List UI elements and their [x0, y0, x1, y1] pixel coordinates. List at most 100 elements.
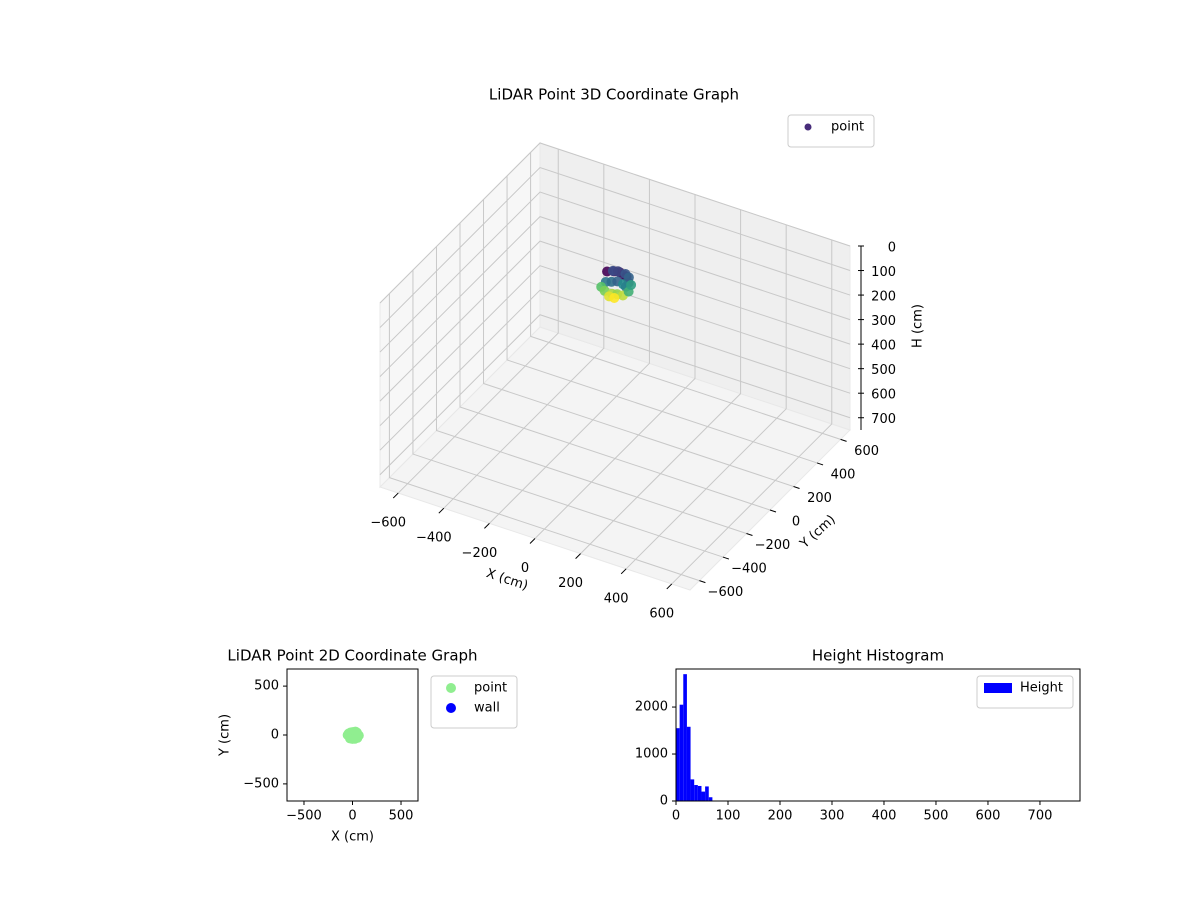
x-tick-label: 400 — [604, 591, 629, 606]
tick-mark — [620, 568, 627, 575]
y-tick-label: 0 — [271, 728, 279, 743]
grid-line — [379, 265, 851, 427]
y-tick-label: 1000 — [635, 747, 668, 762]
chart-title: Height Histogram — [812, 647, 944, 665]
grid-line — [379, 166, 851, 328]
tick-mark — [699, 580, 706, 584]
legend-marker — [804, 123, 812, 131]
legend-label: Height — [1020, 681, 1063, 696]
legend-box — [787, 114, 875, 148]
y-tick-label: −600 — [708, 585, 744, 600]
grid-line — [412, 270, 724, 558]
z-tick-label: 100 — [871, 265, 896, 280]
grid-line — [379, 191, 851, 353]
point — [623, 272, 634, 283]
x-axis-label: X (cm) — [331, 830, 374, 845]
y-tick-label: −500 — [243, 776, 279, 791]
grid-line — [489, 179, 650, 524]
bar — [694, 785, 698, 801]
y-axis-label: Y (cm) — [218, 714, 233, 757]
grid-line — [443, 164, 605, 509]
z-tick-label: 500 — [871, 363, 896, 378]
grid-line — [388, 293, 700, 582]
legend-marker — [446, 703, 456, 713]
tick-mark — [392, 492, 399, 499]
y-tick-label: 0 — [792, 515, 800, 530]
grid-line — [625, 224, 787, 570]
tick-mark — [529, 538, 536, 544]
x-tick-label: 500 — [924, 809, 949, 824]
z-tick-label: 600 — [871, 388, 896, 403]
y-tick-label: 2000 — [635, 700, 668, 715]
bar — [679, 704, 684, 801]
z-tick-label: 200 — [871, 290, 896, 305]
grid-line — [459, 223, 771, 511]
bar — [683, 674, 687, 801]
grid-line — [530, 152, 841, 440]
grid-line — [580, 209, 742, 555]
bar — [708, 797, 713, 801]
tick-mark — [840, 438, 847, 442]
tick-mark — [793, 485, 800, 489]
x-tick-label: −400 — [416, 531, 452, 546]
grid-line — [506, 175, 818, 464]
y-tick-label: 600 — [854, 444, 879, 459]
point — [626, 279, 637, 290]
legend-marker — [446, 683, 456, 693]
y-tick-label: 200 — [807, 491, 832, 506]
x-tick-label: 0 — [521, 561, 529, 576]
x-tick-label: −200 — [462, 546, 498, 561]
chart-title: LiDAR Point 2D Coordinate Graph — [227, 647, 477, 665]
point — [609, 292, 620, 303]
y-tick-label: 0 — [660, 794, 668, 809]
z-tick-label: 300 — [871, 314, 896, 329]
grid-line — [379, 240, 851, 402]
legend-swatch — [984, 683, 1012, 693]
x-tick-label: 100 — [716, 809, 741, 824]
x-tick-label: 600 — [649, 606, 674, 621]
x-tick-label: 200 — [768, 809, 793, 824]
y-tick-label: 400 — [831, 467, 856, 482]
legend-label: point — [831, 120, 864, 135]
z-tick-label: 0 — [888, 241, 896, 256]
y-tick-label: −200 — [755, 538, 791, 553]
bar — [686, 726, 691, 801]
tick-mark — [746, 533, 753, 537]
grid-line — [671, 239, 833, 585]
tick-mark — [769, 509, 777, 513]
x-tick-label: 200 — [558, 576, 583, 591]
bar — [705, 786, 709, 801]
grid-line — [379, 216, 851, 377]
x-tick-label: 700 — [1028, 809, 1053, 824]
tick-mark — [438, 507, 445, 514]
bar — [690, 779, 695, 801]
tick-mark — [816, 462, 824, 466]
grid-line — [379, 289, 851, 451]
bar — [697, 785, 702, 801]
grid-line — [483, 199, 794, 487]
grid-line — [435, 246, 747, 535]
x-tick-label: −600 — [370, 516, 406, 531]
chart-title: LiDAR Point 3D Coordinate Graph — [489, 86, 739, 104]
z-axis-label: H (cm) — [911, 304, 926, 348]
bar — [701, 791, 706, 801]
grid-line — [379, 314, 851, 476]
grid-line — [379, 142, 851, 304]
x-tick-label: 400 — [872, 809, 897, 824]
grid-line — [397, 149, 559, 494]
point — [352, 732, 363, 743]
x-tick-label: 0 — [348, 809, 356, 824]
x-tick-label: 0 — [672, 809, 680, 824]
tick-mark — [575, 553, 581, 560]
y-tick-label: 500 — [254, 679, 279, 694]
tick-mark — [484, 522, 490, 529]
z-tick-label: 400 — [871, 339, 896, 354]
x-tick-label: 500 — [389, 809, 414, 824]
tick-mark — [666, 583, 673, 590]
z-tick-label: 700 — [871, 412, 896, 427]
x-tick-label: 600 — [976, 809, 1001, 824]
legend-label: point — [474, 681, 507, 696]
plot-frame — [675, 668, 1081, 802]
x-tick-label: 300 — [820, 809, 845, 824]
